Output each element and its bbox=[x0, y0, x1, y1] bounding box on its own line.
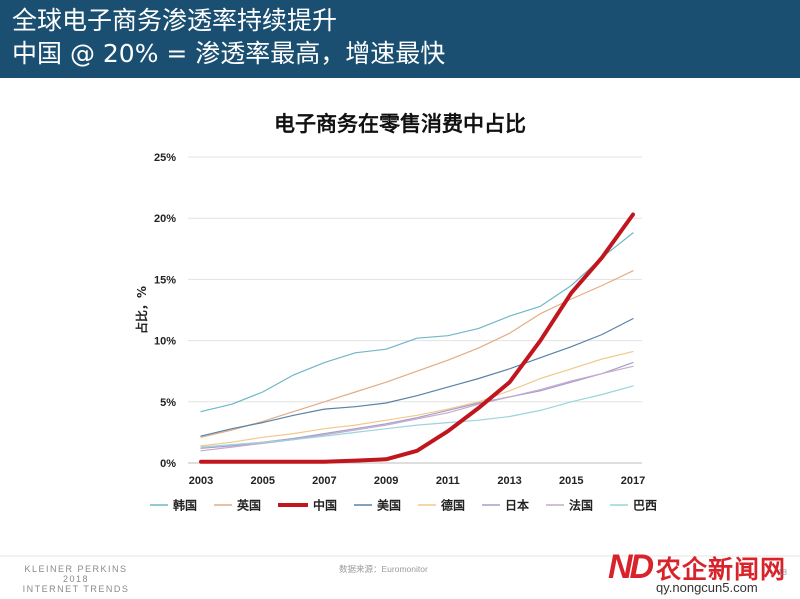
x-tick-label: 2009 bbox=[374, 475, 398, 487]
legend-label: 德国 bbox=[441, 498, 465, 513]
legend-label: 韩国 bbox=[173, 498, 197, 513]
x-tick-label: 2015 bbox=[559, 475, 583, 487]
series-line-美国 bbox=[200, 318, 634, 437]
y-axis-label: 占比，% bbox=[134, 286, 149, 334]
watermark-url: qy.nongcun5.com bbox=[656, 580, 758, 595]
legend-label: 巴西 bbox=[633, 499, 657, 513]
page-number: 18 bbox=[778, 568, 787, 577]
legend-label: 中国 bbox=[313, 498, 337, 513]
legend-label: 英国 bbox=[237, 498, 261, 513]
watermark-name: 农企新闻网 bbox=[656, 555, 787, 584]
watermark-logo-icon: ND bbox=[608, 548, 654, 586]
x-tick-label: 2013 bbox=[497, 475, 521, 487]
y-tick-label: 0% bbox=[160, 458, 176, 470]
chart-title: 电子商务在零售消费中占比 bbox=[274, 112, 526, 136]
series-line-德国 bbox=[200, 351, 634, 447]
watermark: ND 农企新闻网 qy.nongcun5.com bbox=[608, 548, 798, 598]
y-tick-label: 5% bbox=[160, 397, 176, 409]
series-line-巴西 bbox=[200, 385, 634, 448]
legend-label: 日本 bbox=[505, 498, 529, 513]
data-source: 数据来源：Euromonitor bbox=[339, 564, 428, 574]
x-tick-label: 2005 bbox=[250, 475, 274, 487]
brand-line-3: INTERNET TRENDS bbox=[22, 584, 130, 594]
brand-line-2: 2018 bbox=[62, 574, 90, 584]
x-tick-label: 2017 bbox=[621, 475, 645, 487]
series-line-法国 bbox=[200, 365, 634, 452]
x-tick-label: 2011 bbox=[436, 475, 460, 487]
x-tick-label: 2007 bbox=[312, 475, 336, 487]
legend-label: 美国 bbox=[377, 498, 401, 513]
y-tick-label: 10% bbox=[154, 336, 176, 348]
legend-label: 法国 bbox=[569, 498, 593, 513]
series-line-英国 bbox=[200, 270, 634, 438]
brand-line-1: KLEINER PERKINS bbox=[24, 564, 128, 574]
y-tick-label: 20% bbox=[154, 213, 176, 225]
slide-header: 全球电子商务渗透率持续提升 中国 @ 20% = 渗透率最高，增速最快 bbox=[0, 0, 800, 78]
header-subtitle: 中国 @ 20% = 渗透率最高，增速最快 bbox=[12, 39, 446, 68]
y-tick-label: 25% bbox=[154, 152, 176, 164]
series-line-日本 bbox=[200, 362, 634, 449]
series-line-中国 bbox=[199, 212, 635, 464]
brand-logo: KLEINER PERKINS 2018 INTERNET TRENDS bbox=[18, 564, 134, 594]
y-tick-label: 15% bbox=[154, 274, 176, 286]
header-title: 全球电子商务渗透率持续提升 bbox=[12, 6, 338, 35]
x-tick-label: 2003 bbox=[189, 475, 213, 487]
series-line-韩国 bbox=[200, 232, 634, 413]
